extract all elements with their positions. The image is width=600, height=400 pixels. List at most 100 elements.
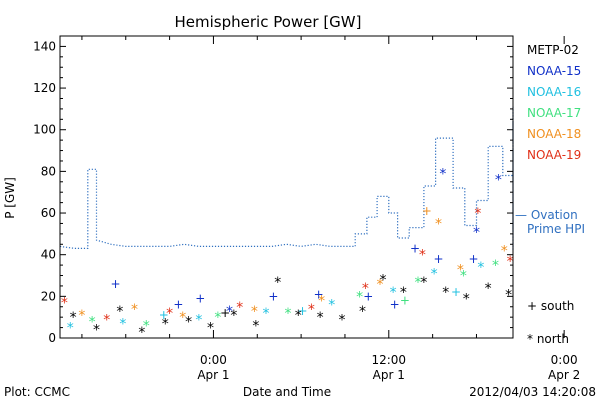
data-point: + xyxy=(195,291,205,305)
data-point: * xyxy=(505,287,512,303)
data-point: * xyxy=(195,312,202,328)
data-point: * xyxy=(477,260,484,276)
data-point: * xyxy=(495,173,502,189)
data-point: * xyxy=(492,258,499,274)
data-point: * xyxy=(251,304,258,320)
plot-frame xyxy=(59,35,514,339)
data-point: * xyxy=(435,216,442,232)
data-point: * xyxy=(119,316,126,332)
data-point: * xyxy=(473,225,480,241)
data-point: * xyxy=(474,206,481,222)
y-tick-label: 140 xyxy=(33,39,56,53)
data-points: * **+++ +++ + ++ * +* * * **** *+ ++* ** *** **+* ** ***… xyxy=(61,166,514,340)
data-point: * xyxy=(78,308,85,324)
y-tick-label: 20 xyxy=(41,289,56,303)
data-point: * xyxy=(317,310,324,326)
y-tick-label: 60 xyxy=(41,206,56,220)
series-noaa-15: * **+++ +++ + ++ * + xyxy=(110,166,501,319)
data-point: * xyxy=(431,266,438,282)
data-point: + xyxy=(159,308,169,322)
footer-left: Plot: CCMC xyxy=(4,385,70,399)
legend-south: + south xyxy=(527,299,574,313)
data-point: * xyxy=(377,277,384,293)
data-point: * xyxy=(501,244,508,260)
series-noaa-18: * ** ***+*** xyxy=(78,204,507,326)
data-point: + xyxy=(469,252,479,266)
data-point: * xyxy=(143,319,150,335)
data-point: * xyxy=(485,281,492,297)
data-point: * xyxy=(415,275,422,291)
data-point: * xyxy=(442,285,449,301)
data-point: * xyxy=(179,310,186,326)
legend: METP-02 NOAA-15 NOAA-16 NOAA-17 NOAA-18 NOAA-… xyxy=(515,43,585,346)
chart-title: Hemispheric Power [GW] xyxy=(175,13,362,31)
data-point: * xyxy=(379,273,386,289)
data-point: * xyxy=(328,298,335,314)
x-tick-label-time: 0:00 xyxy=(200,353,227,367)
y-tick-label: 80 xyxy=(41,164,56,178)
data-point: * xyxy=(263,306,270,322)
data-point: * xyxy=(89,314,96,330)
data-point: * xyxy=(274,275,281,291)
data-point: * xyxy=(362,281,369,297)
data-point: * xyxy=(226,304,233,320)
data-point: * xyxy=(359,304,366,320)
data-point: + xyxy=(363,289,373,303)
data-point: * xyxy=(103,312,110,328)
data-point: + xyxy=(110,277,120,291)
legend-entry: NOAA-16 xyxy=(527,85,581,99)
data-point: * xyxy=(419,248,426,264)
data-point: * xyxy=(400,285,407,301)
legend-entry: NOAA-17 xyxy=(527,106,581,120)
data-point: * xyxy=(214,310,221,326)
data-point: + xyxy=(422,204,432,218)
data-point: * xyxy=(116,304,123,320)
legend-entry: NOAA-19 xyxy=(527,148,581,162)
series-noaa-19: ** * * ***** xyxy=(61,206,514,328)
x-axis-label: Date and Time xyxy=(243,385,331,399)
x-tick-label-date: Apr 1 xyxy=(197,368,229,382)
data-point: * xyxy=(308,302,315,318)
y-axis-label: P [GW] xyxy=(3,177,17,219)
data-point: * xyxy=(131,302,138,318)
data-point: + xyxy=(173,298,183,312)
data-point: + xyxy=(298,304,308,318)
data-point: * xyxy=(93,323,100,339)
y-tick-label: 100 xyxy=(33,123,56,137)
x-tick-label-date: Apr 2 xyxy=(548,368,580,382)
data-point: * xyxy=(70,310,77,326)
data-point: * xyxy=(457,262,464,278)
legend-entry: METP-02 xyxy=(527,43,579,57)
series-metp-02: ***** * ***** * ****** ** *+ xyxy=(70,273,512,341)
data-point: * xyxy=(185,314,192,330)
series-noaa-16: * * * **** *+ ++ xyxy=(67,260,485,336)
data-point: + xyxy=(220,306,230,320)
data-point: * xyxy=(390,285,397,301)
legend-ovation-2: Prime HPI xyxy=(527,222,585,236)
data-point: + xyxy=(433,252,443,266)
y-axis: 0 20 40 60 80 100 120 140 xyxy=(33,35,513,345)
data-point: * xyxy=(507,254,514,270)
data-point: * xyxy=(460,269,467,285)
data-point: * xyxy=(166,306,173,322)
data-point: * xyxy=(236,300,243,316)
data-point: + xyxy=(410,241,420,255)
y-tick-label: 40 xyxy=(41,248,56,262)
series-noaa-17: * ** *** **+ xyxy=(89,258,499,334)
data-point: * xyxy=(439,166,446,182)
data-point: + xyxy=(268,289,278,303)
data-point: + xyxy=(314,287,324,301)
x-tick-label-time: 12:00 xyxy=(371,353,406,367)
legend-north: * north xyxy=(527,332,569,346)
data-point: * xyxy=(67,321,74,337)
y-tick-label: 120 xyxy=(33,81,56,95)
data-point: + xyxy=(390,298,400,312)
data-point: + xyxy=(451,285,461,299)
data-point: + xyxy=(400,294,410,308)
y-tick-label: 0 xyxy=(48,331,56,345)
legend-ovation: — Ovation xyxy=(515,208,578,222)
data-point: * xyxy=(295,308,302,324)
data-point: * xyxy=(61,296,68,312)
